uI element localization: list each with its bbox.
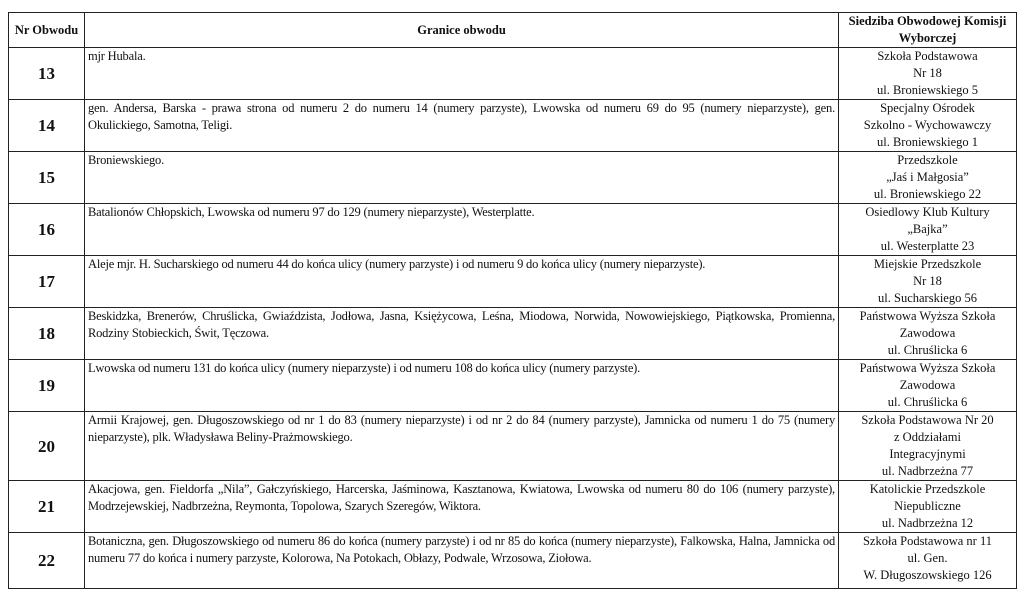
district-boundaries: mjr Hubala. bbox=[84, 47, 839, 100]
commission-seat-line: Osiedlowy Klub Kultury bbox=[865, 205, 990, 219]
commission-seat-line: Zawodowa bbox=[899, 378, 956, 392]
district-number: 13 bbox=[8, 47, 85, 100]
commission-seat: Państwowa Wyższa Szkoła Zawodowa ul. Chruś… bbox=[838, 307, 1017, 360]
district-boundaries: gen. Andersa, Barska - prawa strona od n… bbox=[84, 99, 839, 152]
commission-seat-line: „Jaś i Małgosia” bbox=[886, 170, 969, 184]
commission-seat: Szkoła Podstawowa nr 11 ul. Gen. W. Długos… bbox=[838, 532, 1017, 589]
commission-seat-line: z Oddziałami bbox=[894, 430, 961, 444]
commission-seat-line: Niepubliczne bbox=[894, 499, 961, 513]
commission-seat-line: W. Długoszowskiego 126 bbox=[863, 568, 992, 582]
commission-seat-line: ul. Nadbrzeżna 12 bbox=[881, 516, 974, 530]
district-number: 19 bbox=[8, 359, 85, 412]
commission-seat: Osiedlowy Klub Kultury „Bajka” ul. Westerp… bbox=[838, 203, 1017, 256]
commission-seat-line: ul. Broniewskiego 1 bbox=[876, 135, 979, 149]
commission-seat-line: Szkolno - Wychowawczy bbox=[863, 118, 992, 132]
commission-seat-line: Specjalny Ośrodek bbox=[880, 101, 975, 115]
commission-seat-line: ul. Sucharskiego 56 bbox=[878, 291, 977, 305]
header-granice: Granice obwodu bbox=[84, 12, 839, 48]
district-boundaries: Batalionów Chłopskich, Lwowska od numeru… bbox=[84, 203, 839, 256]
commission-seat-line: Zawodowa bbox=[899, 326, 956, 340]
commission-seat: Przedszkole „Jaś i Małgosia” ul. Broniewsk… bbox=[838, 151, 1017, 204]
commission-seat: Specjalny Ośrodek Szkolno - Wychowawczy ul… bbox=[838, 99, 1017, 152]
district-boundaries: Lwowska od numeru 131 do końca ulicy (nu… bbox=[84, 359, 839, 412]
district-number: 17 bbox=[8, 255, 85, 308]
commission-seat: Katolickie Przedszkole Niepubliczne ul. Na… bbox=[838, 480, 1017, 533]
commission-seat-line: Nr 18 bbox=[913, 274, 942, 288]
table-row: 19 Lwowska od numeru 131 do końca ulicy (… bbox=[8, 359, 1017, 412]
district-number: 20 bbox=[8, 411, 85, 481]
header-nr: Nr Obwodu bbox=[8, 12, 85, 48]
header-row: Nr Obwodu Granice obwodu Siedziba Obwodo… bbox=[8, 12, 1017, 48]
commission-seat-line: Miejskie Przedszkole bbox=[873, 257, 982, 271]
commission-seat-line: Przedszkole bbox=[897, 153, 958, 167]
commission-seat-line: ul. Westerplatte 23 bbox=[880, 239, 975, 253]
district-number: 16 bbox=[8, 203, 85, 256]
district-boundaries: Armii Krajowej, gen. Długoszowskiego od … bbox=[84, 411, 839, 481]
commission-seat-line: ul. Chruślicka 6 bbox=[887, 395, 968, 409]
commission-seat-line: ul. Gen. bbox=[907, 551, 948, 565]
table-row: 14 gen. Andersa, Barska - prawa strona od… bbox=[8, 99, 1017, 152]
table-row: 15 Broniewskiego. Przedszkole „Jaś i Małgos… bbox=[8, 151, 1017, 204]
commission-seat-line: Szkoła Podstawowa nr 11 bbox=[862, 534, 993, 548]
district-number: 15 bbox=[8, 151, 85, 204]
commission-seat-line: Integracyjnymi bbox=[889, 447, 966, 461]
commission-seat: Szkoła Podstawowa Nr 20 z Oddziałami Integ… bbox=[838, 411, 1017, 481]
district-boundaries: Akacjowa, gen. Fieldorfa „Nila”, Gałczyń… bbox=[84, 480, 839, 533]
district-number: 22 bbox=[8, 532, 85, 589]
commission-seat: Miejskie Przedszkole Nr 18 ul. Sucharskieg… bbox=[838, 255, 1017, 308]
commission-seat-line: ul. Broniewskiego 22 bbox=[873, 187, 982, 201]
district-number: 21 bbox=[8, 480, 85, 533]
commission-seat-line: Szkoła Podstawowa Nr 20 bbox=[861, 413, 994, 427]
commission-seat-line: ul. Broniewskiego 5 bbox=[876, 83, 979, 97]
table-row: 22 Botaniczna, gen. Długoszowskiego od nu… bbox=[8, 532, 1017, 589]
commission-seat: Państwowa Wyższa Szkoła Zawodowa ul. Chruś… bbox=[838, 359, 1017, 412]
commission-seat-line: Katolickie Przedszkole bbox=[869, 482, 986, 496]
table-row: 13 mjr Hubala. Szkoła Podstawowa Nr 18 ul. B… bbox=[8, 47, 1017, 100]
district-boundaries: Beskidzka, Brenerów, Chruślicka, Gwiaźdz… bbox=[84, 307, 839, 360]
district-number: 18 bbox=[8, 307, 85, 360]
district-boundaries: Aleje mjr. H. Sucharskiego od numeru 44 … bbox=[84, 255, 839, 308]
commission-seat-line: ul. Chruślicka 6 bbox=[887, 343, 968, 357]
district-number: 14 bbox=[8, 99, 85, 152]
commission-seat-line: ul. Nadbrzeżna 77 bbox=[881, 464, 974, 478]
district-boundaries: Botaniczna, gen. Długoszowskiego od nume… bbox=[84, 532, 839, 589]
table-row: 21 Akacjowa, gen. Fieldorfa „Nila”, Gałcz… bbox=[8, 480, 1017, 533]
table-row: 16 Batalionów Chłopskich, Lwowska od nume… bbox=[8, 203, 1017, 256]
commission-seat-line: Nr 18 bbox=[913, 66, 942, 80]
table-row: 20 Armii Krajowej, gen. Długoszowskiego o… bbox=[8, 411, 1017, 481]
table-row: 18 Beskidzka, Brenerów, Chruślicka, Gwiaź… bbox=[8, 307, 1017, 360]
commission-seat-line: „Bajka” bbox=[907, 222, 948, 236]
table-row: 17 Aleje mjr. H. Sucharskiego od numeru 4… bbox=[8, 255, 1017, 308]
header-siedziba: Siedziba Obwodowej Komisji Wyborczej bbox=[838, 12, 1017, 48]
electoral-districts-table: Nr Obwodu Granice obwodu Siedziba Obwodo… bbox=[8, 12, 1017, 589]
commission-seat-line: Państwowa Wyższa Szkoła bbox=[859, 361, 996, 375]
commission-seat: Szkoła Podstawowa Nr 18 ul. Broniewskiego … bbox=[838, 47, 1017, 100]
district-boundaries: Broniewskiego. bbox=[84, 151, 839, 204]
commission-seat-line: Szkoła Podstawowa bbox=[877, 49, 978, 63]
commission-seat-line: Państwowa Wyższa Szkoła bbox=[859, 309, 996, 323]
